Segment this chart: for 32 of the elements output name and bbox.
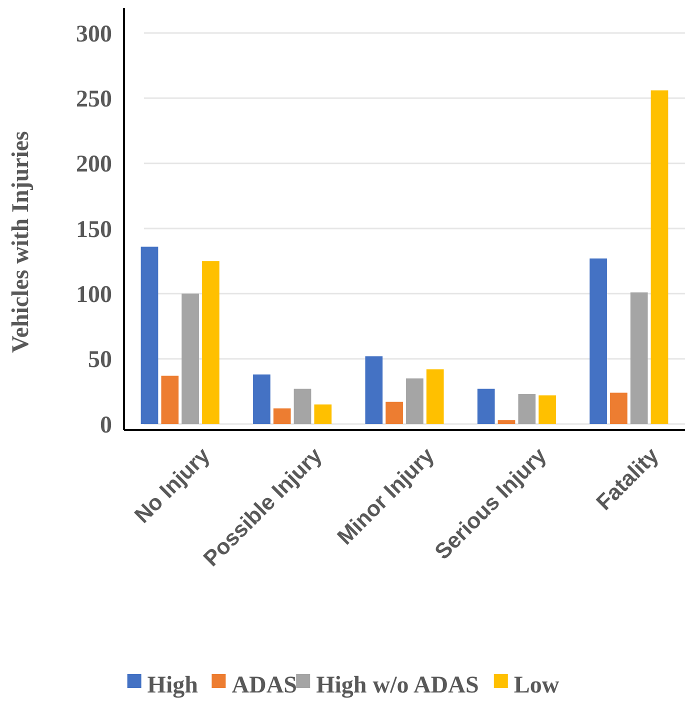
bar [314,404,332,424]
bar [140,246,158,424]
y-tick-label: 0 [100,412,112,438]
bar [182,294,199,424]
bar [202,261,220,424]
bar [538,395,556,424]
bar [518,394,536,424]
legend-label: High [147,672,198,698]
y-tick-label: 100 [76,282,112,308]
bar [498,420,516,424]
y-axis-title: Vehicles with Injuries [8,131,34,353]
y-tick-label: 200 [76,152,112,178]
bar [161,376,179,424]
bar [477,388,495,424]
y-tick-label: 250 [76,86,112,113]
bar [365,356,383,424]
bar [590,258,607,424]
legend-label: High w/o ADAS [316,672,479,698]
bar [273,408,291,424]
bar [610,392,628,424]
legend-label: Low [514,672,560,698]
y-tick-label: 150 [76,216,112,243]
bar [426,369,444,424]
bar [650,90,668,424]
bar [386,402,403,424]
legend-label: ADAS [232,672,298,698]
bar [406,378,424,424]
bar [253,374,270,424]
y-tick-label: 50 [88,347,112,374]
bar [294,388,312,424]
y-tick-label: 300 [76,21,112,48]
bar [630,292,648,424]
